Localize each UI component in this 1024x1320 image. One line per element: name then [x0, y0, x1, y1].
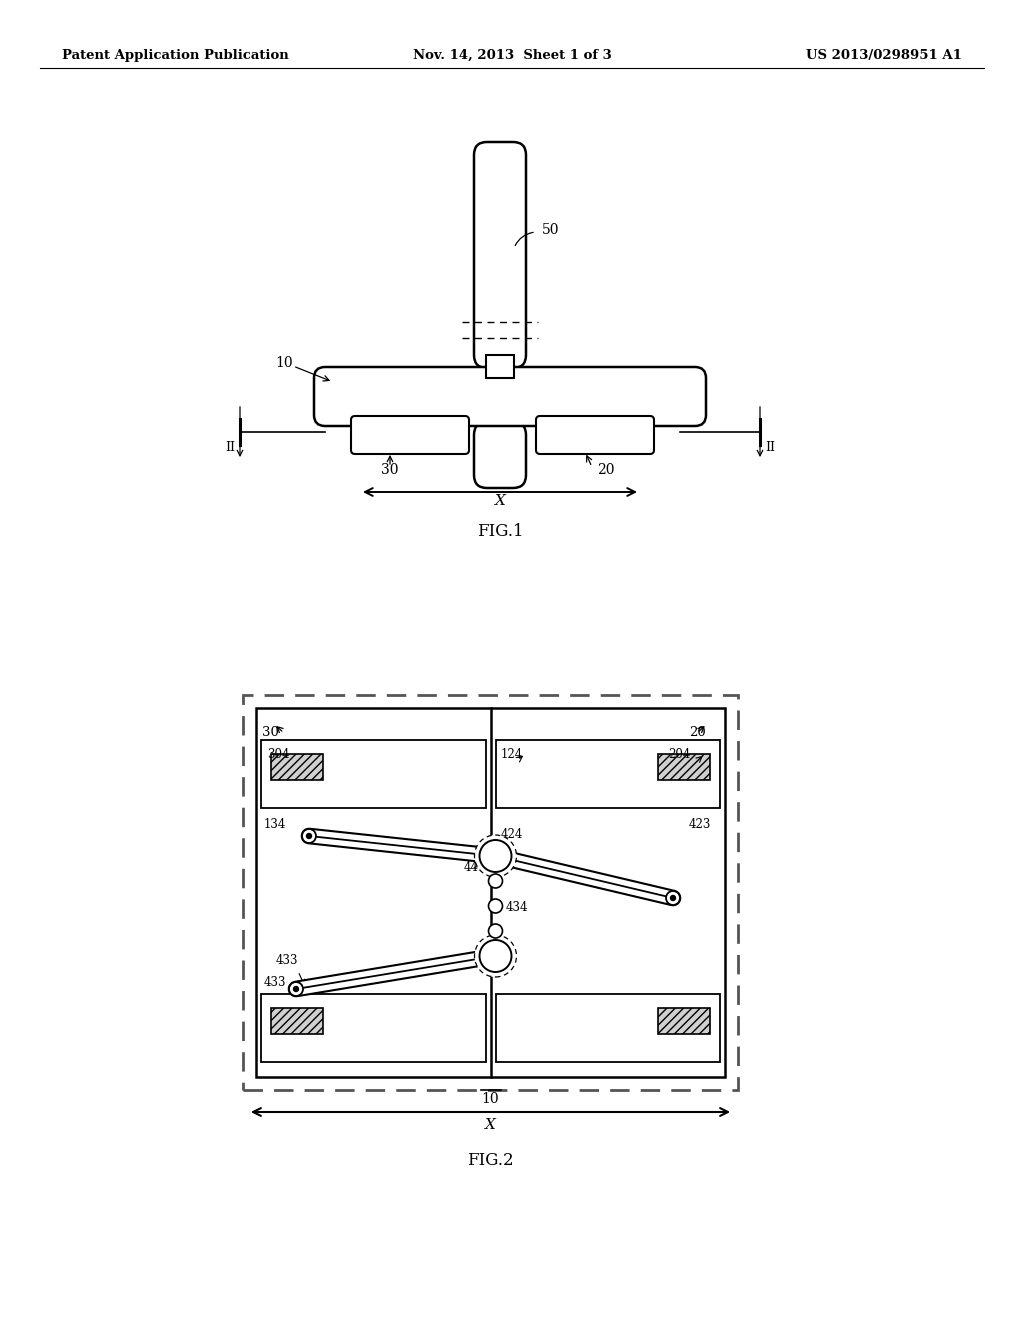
Circle shape [474, 935, 516, 977]
Bar [261, 994, 485, 1063]
Text: 424: 424 [501, 828, 523, 841]
Circle shape [488, 924, 503, 939]
Circle shape [666, 891, 680, 906]
Bar [487, 195, 513, 355]
Circle shape [306, 833, 311, 838]
Text: US 2013/0298951 A1: US 2013/0298951 A1 [806, 49, 962, 62]
Circle shape [479, 840, 512, 873]
Text: 20: 20 [689, 726, 706, 739]
Text: II: II [765, 441, 775, 454]
Bar [658, 754, 710, 780]
FancyBboxPatch shape [314, 367, 706, 426]
Bar [261, 741, 485, 808]
Text: 42: 42 [594, 879, 609, 892]
Circle shape [488, 899, 503, 913]
Text: X: X [485, 1118, 496, 1133]
Text: FIG.2: FIG.2 [467, 1152, 514, 1170]
Text: 30: 30 [262, 726, 279, 739]
Circle shape [302, 829, 316, 843]
Bar [496, 994, 720, 1063]
Text: 423: 423 [689, 818, 712, 832]
Text: 20: 20 [597, 463, 614, 477]
FancyBboxPatch shape [536, 416, 654, 454]
Circle shape [474, 836, 516, 876]
Text: FIG.1: FIG.1 [477, 524, 523, 540]
Circle shape [289, 982, 303, 997]
Text: 43: 43 [466, 954, 480, 968]
Text: 204: 204 [668, 748, 690, 762]
Bar [271, 1008, 323, 1034]
Text: II: II [225, 441, 234, 454]
Circle shape [488, 874, 503, 888]
Text: 134: 134 [264, 818, 287, 832]
Bar [271, 754, 323, 780]
Circle shape [479, 940, 512, 972]
Text: 30: 30 [381, 463, 398, 477]
Bar [243, 696, 738, 1090]
Text: 50: 50 [542, 223, 559, 238]
Text: 44: 44 [464, 861, 478, 874]
Circle shape [294, 986, 299, 991]
Text: 304: 304 [267, 748, 290, 762]
Text: 10: 10 [481, 1092, 500, 1106]
Text: Nov. 14, 2013  Sheet 1 of 3: Nov. 14, 2013 Sheet 1 of 3 [413, 49, 611, 62]
FancyBboxPatch shape [351, 416, 469, 454]
Bar [256, 708, 725, 1077]
Text: 434: 434 [506, 902, 528, 913]
Text: Patent Application Publication: Patent Application Publication [62, 49, 289, 62]
Text: 433: 433 [264, 975, 287, 989]
Bar [658, 1008, 710, 1034]
Text: 433: 433 [276, 954, 299, 968]
Bar [496, 741, 720, 808]
Text: X: X [495, 494, 506, 508]
Circle shape [671, 895, 676, 900]
FancyBboxPatch shape [474, 422, 526, 488]
Text: 10: 10 [275, 356, 293, 370]
Text: 124: 124 [501, 748, 522, 762]
Bar [486, 355, 514, 378]
FancyBboxPatch shape [474, 143, 526, 368]
